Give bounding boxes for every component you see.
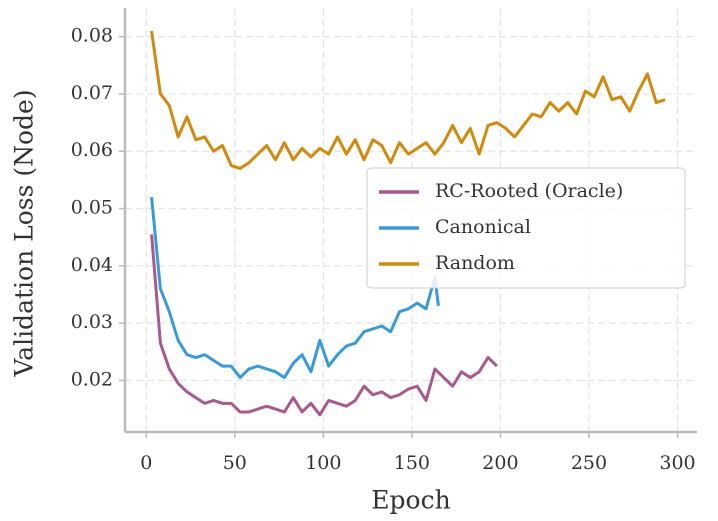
line-series [150, 196, 440, 380]
y-tick-label: 0.04 [71, 254, 113, 276]
legend-label: Canonical [435, 216, 531, 238]
x-tick-label: 200 [482, 452, 518, 474]
x-axis-label: Epoch [371, 486, 450, 515]
y-tick-label: 0.07 [71, 82, 113, 104]
x-tick-label: 0 [140, 452, 152, 474]
y-axis-label: Validation Loss (Node) [10, 89, 39, 377]
y-tick-label: 0.02 [71, 368, 113, 390]
legend-label: RC-Rooted (Oracle) [435, 180, 623, 202]
y-tick-label: 0.03 [71, 311, 113, 333]
legend-label: Random [435, 252, 515, 274]
x-tick-label: 100 [305, 452, 341, 474]
x-tick-label: 250 [571, 452, 607, 474]
y-tick-label: 0.08 [71, 25, 113, 47]
line-series [150, 30, 666, 170]
y-tick-label: 0.05 [71, 197, 113, 219]
x-tick-label: 150 [394, 452, 430, 474]
x-tick-label: 50 [223, 452, 247, 474]
y-tick-label: 0.06 [71, 139, 113, 161]
x-tick-label: 300 [659, 452, 695, 474]
line-series [150, 234, 498, 417]
legend-box [366, 167, 686, 289]
